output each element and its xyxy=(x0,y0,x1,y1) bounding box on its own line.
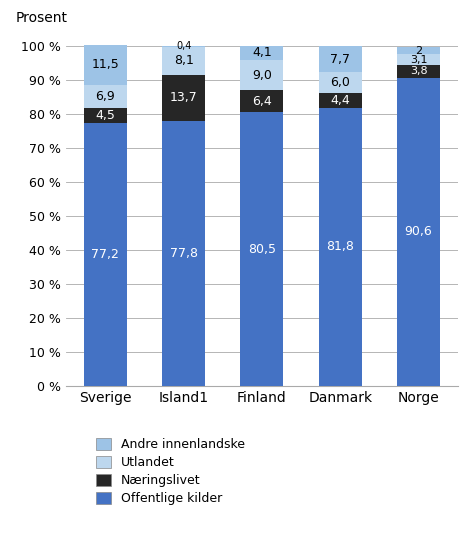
Bar xyxy=(240,91,284,112)
Text: 7,7: 7,7 xyxy=(330,53,350,66)
Bar xyxy=(162,46,205,47)
Bar xyxy=(240,59,284,91)
Bar xyxy=(162,121,205,386)
Bar xyxy=(319,93,362,108)
Text: 0,4: 0,4 xyxy=(176,41,191,51)
Text: 8,1: 8,1 xyxy=(174,54,194,68)
Text: 81,8: 81,8 xyxy=(326,240,354,254)
Bar xyxy=(319,72,362,93)
Text: 13,7: 13,7 xyxy=(170,92,198,105)
Text: 4,4: 4,4 xyxy=(330,94,350,107)
Text: Prosent: Prosent xyxy=(15,11,67,25)
Bar xyxy=(319,108,362,386)
Text: 2: 2 xyxy=(415,46,422,56)
Bar xyxy=(397,48,440,54)
Bar xyxy=(162,75,205,121)
Bar xyxy=(397,78,440,386)
Text: 6,4: 6,4 xyxy=(252,95,272,108)
Text: 6,0: 6,0 xyxy=(330,76,350,89)
Bar xyxy=(84,85,127,108)
Bar xyxy=(240,46,284,59)
Text: 77,2: 77,2 xyxy=(92,248,119,261)
Bar xyxy=(84,108,127,123)
Bar xyxy=(162,47,205,75)
Text: 3,8: 3,8 xyxy=(410,66,427,76)
Text: 6,9: 6,9 xyxy=(95,90,115,103)
Text: 80,5: 80,5 xyxy=(248,242,276,256)
Bar xyxy=(240,112,284,386)
Text: 9,0: 9,0 xyxy=(252,69,272,81)
Text: 4,1: 4,1 xyxy=(252,46,272,59)
Bar xyxy=(84,46,127,85)
Text: 3,1: 3,1 xyxy=(410,55,427,64)
Text: 90,6: 90,6 xyxy=(405,225,432,239)
Bar xyxy=(397,65,440,78)
Bar xyxy=(84,123,127,386)
Legend: Andre innenlandske, Utlandet, Næringslivet, Offentlige kilder: Andre innenlandske, Utlandet, Næringsliv… xyxy=(92,435,248,509)
Bar xyxy=(319,46,362,72)
Bar xyxy=(397,54,440,65)
Text: 11,5: 11,5 xyxy=(92,58,119,71)
Text: 77,8: 77,8 xyxy=(170,247,198,260)
Text: 4,5: 4,5 xyxy=(95,109,115,122)
